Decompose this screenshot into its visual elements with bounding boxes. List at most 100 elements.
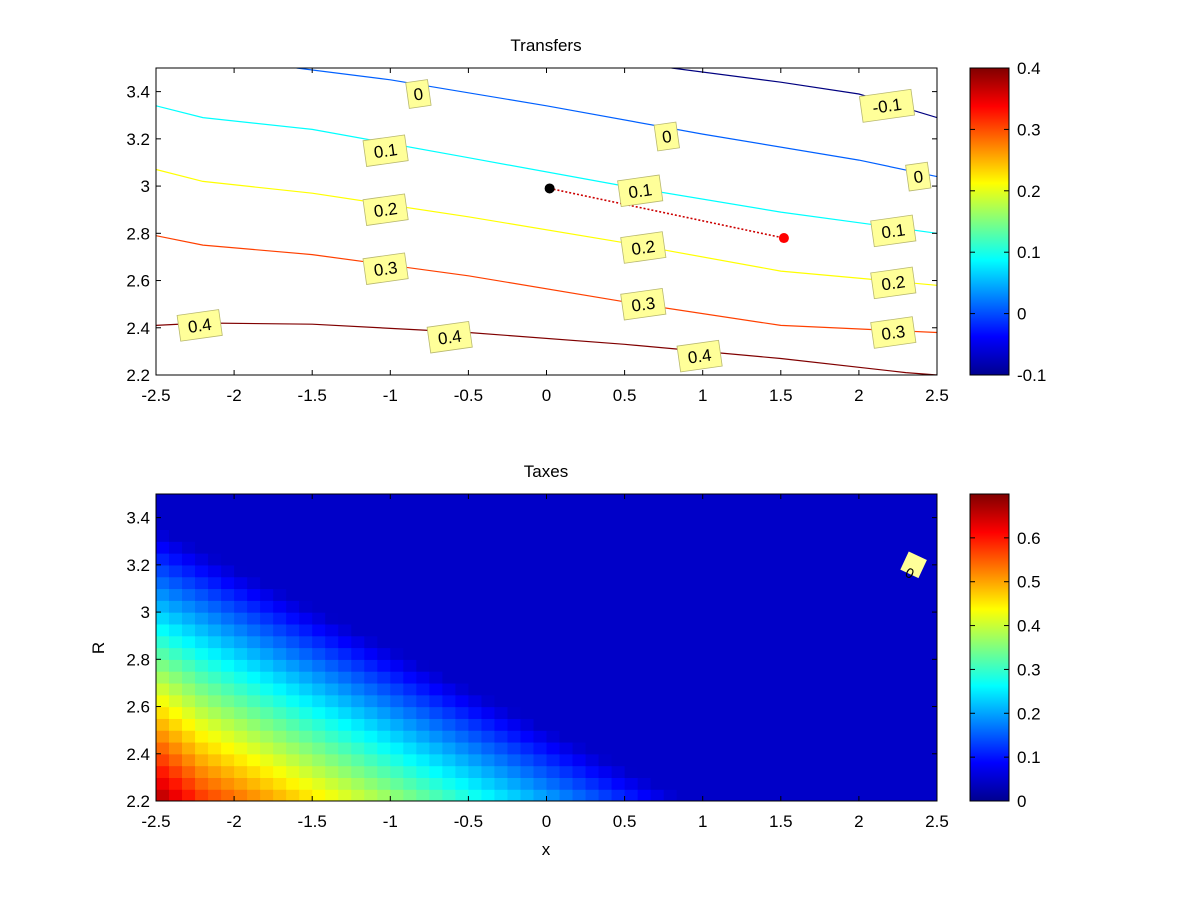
heatmap-cell [884,505,899,519]
heatmap-cell [221,517,235,531]
heatmap-cell [611,623,626,637]
heatmap-cell [312,541,326,554]
heatmap-cell [533,765,548,778]
heatmap-cell [299,718,313,731]
heatmap-cell [793,741,808,755]
heatmap-cell [481,753,496,767]
heatmap-cell [871,682,886,696]
heatmap-cell [702,789,717,801]
heatmap-cell [923,588,937,601]
heatmap-cell [624,706,639,719]
heatmap-cell [819,529,834,542]
x-tick-label: 2 [854,812,863,831]
heatmap-cell [572,706,587,719]
heatmap-cell [702,494,717,507]
heatmap-cell [845,789,860,801]
heatmap-cell [910,517,925,531]
heatmap-cell [767,789,782,801]
heatmap-cell [403,623,417,637]
heatmap-cell [377,564,391,578]
heatmap-cell [533,777,548,790]
heatmap-cell [169,505,183,519]
heatmap-cell [416,789,430,801]
heatmap-cell [260,753,274,767]
heatmap-cell [832,588,847,601]
heatmap-cell [286,494,300,507]
heatmap-cell [481,777,496,790]
heatmap-cell [507,741,522,755]
heatmap-cell [585,789,600,801]
transfers-x-ticks: -2.5 -2 -1.5 -1 -0.5 0 0.5 1 1.5 2 2.5 [141,68,949,405]
heatmap-cell [260,600,274,613]
heatmap-cell [455,741,469,755]
heatmap-cell [338,682,352,696]
heatmap-cell [221,730,235,743]
heatmap-cell [156,612,170,625]
heatmap-cell [182,553,196,566]
heatmap-cell [195,765,209,778]
heatmap-cell [637,635,652,649]
heatmap-cell [624,730,639,743]
heatmap-cell [793,789,808,801]
heatmap-cell [715,730,730,743]
heatmap-cell [754,600,769,613]
contour-label-text: 0 [412,84,424,104]
heatmap-cell [611,600,626,613]
transfers-path [544,183,789,244]
heatmap-cell [754,588,769,601]
heatmap-cell [221,647,235,660]
contour-label-text: 0.3 [880,322,906,344]
heatmap-cell [156,765,170,778]
heatmap-cell [182,694,196,708]
heatmap-cell [312,753,326,767]
heatmap-cell [494,706,509,719]
heatmap-cell [858,576,873,590]
heatmap-cell [676,671,691,684]
heatmap-cell [819,694,834,708]
heatmap-cell [364,730,378,743]
heatmap-cell [715,553,730,566]
heatmap-cell [260,505,274,519]
heatmap-cell [715,600,730,613]
heatmap-cell [364,505,378,519]
heatmap-cell [598,694,613,708]
heatmap-cell [546,765,561,778]
heatmap-label-box [900,551,927,579]
heatmap-cell [247,741,261,755]
heatmap-cell [273,765,287,778]
heatmap-cell [377,647,391,660]
heatmap-cell [403,706,417,719]
heatmap-cell [650,694,665,708]
heatmap-cell [390,789,404,801]
heatmap-cell [728,553,743,566]
heatmap-cell [416,682,430,696]
x-tick-label: 2.5 [925,812,949,831]
x-tick-label: -1.5 [298,812,327,831]
heatmap-cell [494,659,509,672]
heatmap-cell [780,588,795,601]
taxes-y-ticks: 2.22.42.62.833.23.4 [126,509,937,811]
y-tick-label: 2.4 [126,319,150,338]
heatmap-cell [533,529,548,542]
heatmap-cell [494,718,509,731]
heatmap-cell [663,694,678,708]
heatmap-cell [715,706,730,719]
heatmap-cell [741,600,756,613]
heatmap-cell [156,623,170,637]
heatmap-cell [780,753,795,767]
heatmap-cell [273,541,287,554]
heatmap-cell [819,600,834,613]
heatmap-cell [533,564,548,578]
heatmap-cell [156,753,170,767]
heatmap-cell [637,765,652,778]
heatmap-cell [533,576,548,590]
heatmap-cell [169,576,183,590]
heatmap-cell [559,588,574,601]
heatmap-cell [702,553,717,566]
heatmap-cell [806,718,821,731]
heatmap-cell [546,730,561,743]
heatmap-cell [819,718,834,731]
heatmap-cell [910,541,925,554]
heatmap-cell [221,753,235,767]
